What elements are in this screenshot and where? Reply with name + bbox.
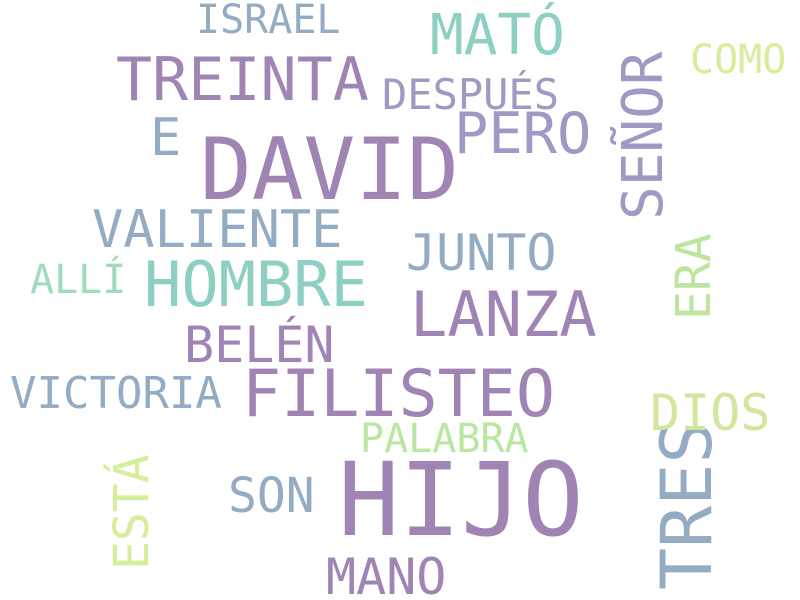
word-pero: PERO bbox=[454, 101, 592, 167]
word-palabra: PALABRA bbox=[360, 416, 529, 462]
word-victoria: VICTORIA bbox=[10, 368, 222, 419]
word-dios: DIOS bbox=[650, 384, 771, 442]
word-hijo: HIJO bbox=[338, 441, 584, 560]
word-como: COMO bbox=[690, 37, 787, 83]
word-belen: BELÉN bbox=[184, 316, 335, 374]
word-hombre: HOMBRE bbox=[144, 248, 368, 321]
word-israel: ISRAEL bbox=[196, 0, 341, 43]
word-despues: DESPUÉS bbox=[382, 70, 560, 119]
word-senor: SEÑOR bbox=[611, 51, 676, 220]
word-e: E bbox=[150, 108, 182, 168]
word-tres: TRES bbox=[646, 421, 728, 590]
word-junto: JUNTO bbox=[406, 224, 557, 282]
word-mato: MATÓ bbox=[430, 3, 565, 68]
word-filisteo: FILISTEO bbox=[242, 357, 556, 432]
word-lanza: LANZA bbox=[410, 278, 597, 351]
word-david: DAVID bbox=[200, 120, 459, 220]
word-valiente: VALIENTE bbox=[92, 200, 343, 260]
word-treinta: TREINTA bbox=[116, 45, 369, 115]
word-mano: MANO bbox=[326, 548, 447, 600]
word-alli: ALLÍ bbox=[30, 257, 127, 303]
word-son: SON bbox=[228, 468, 315, 524]
word-esta: ESTÁ bbox=[104, 454, 160, 570]
word-era: ERA bbox=[666, 233, 722, 320]
